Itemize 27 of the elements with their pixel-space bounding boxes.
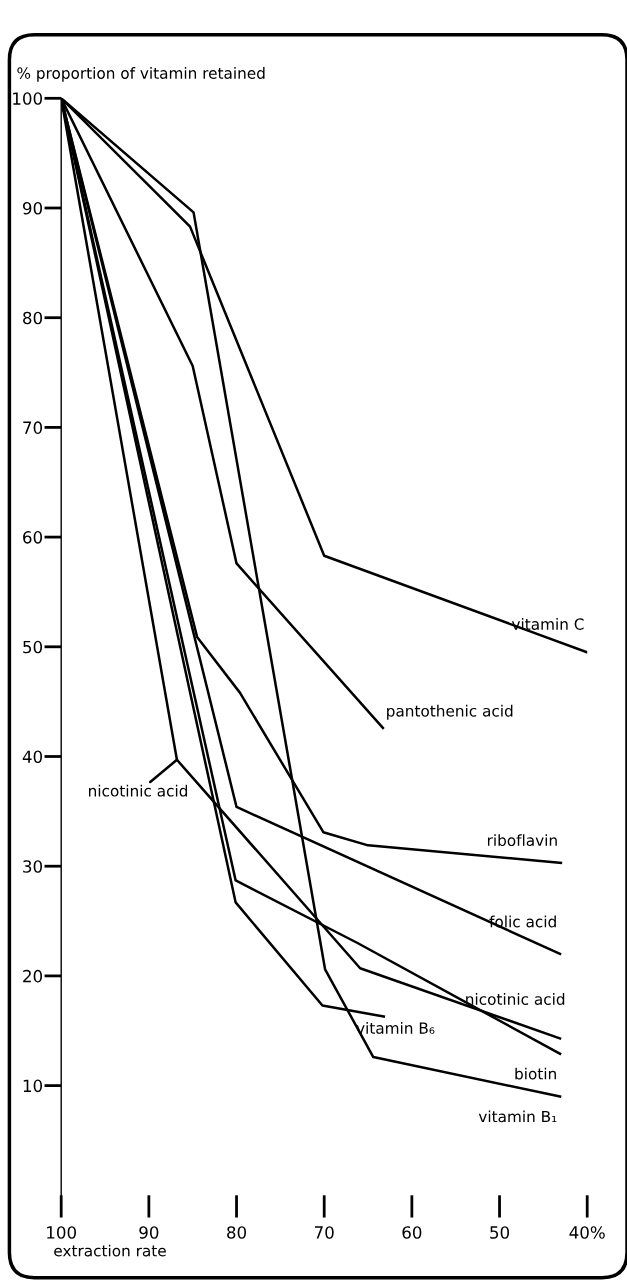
x-tick-label: 80 — [227, 1226, 247, 1239]
series-label: vitamin C — [511, 618, 584, 630]
y-axis-title: % proportion of vitamin retained — [17, 67, 265, 82]
y-tick-label: 90 — [22, 201, 43, 215]
x-tick-label: 100 — [47, 1226, 76, 1239]
y-tick-label: 70 — [23, 421, 43, 434]
y-tick-label: 50 — [23, 640, 43, 654]
y-tick-label: 30 — [23, 860, 43, 873]
y-tick-label: 80 — [23, 311, 43, 325]
series-label: vitamin B₁ — [478, 1110, 557, 1123]
y-tick-label: 100 — [13, 92, 43, 105]
x-tick-label: 90 — [139, 1226, 159, 1239]
y-tick-label: 10 — [23, 1079, 43, 1093]
series-label: biotin — [515, 1067, 556, 1080]
y-tick-label: 60 — [23, 531, 43, 544]
y-tick-label: 20 — [23, 969, 43, 983]
series-label: riboflavin — [487, 834, 557, 847]
x-tick-label: 50 — [490, 1226, 510, 1239]
series-label: nicotinic acid — [466, 993, 565, 1005]
series-label: pantothenic acid — [387, 704, 513, 720]
x-tick-label: 60 — [402, 1226, 422, 1239]
annotation: nicotinic acid — [89, 784, 188, 797]
x-tick-label: 70 — [314, 1226, 334, 1239]
x-axis-title: extraction rate — [54, 1244, 166, 1257]
y-tick-label: 40 — [22, 750, 43, 764]
x-tick-label: 40% — [569, 1226, 605, 1239]
series-label: vitamin B₆ — [356, 1022, 435, 1034]
